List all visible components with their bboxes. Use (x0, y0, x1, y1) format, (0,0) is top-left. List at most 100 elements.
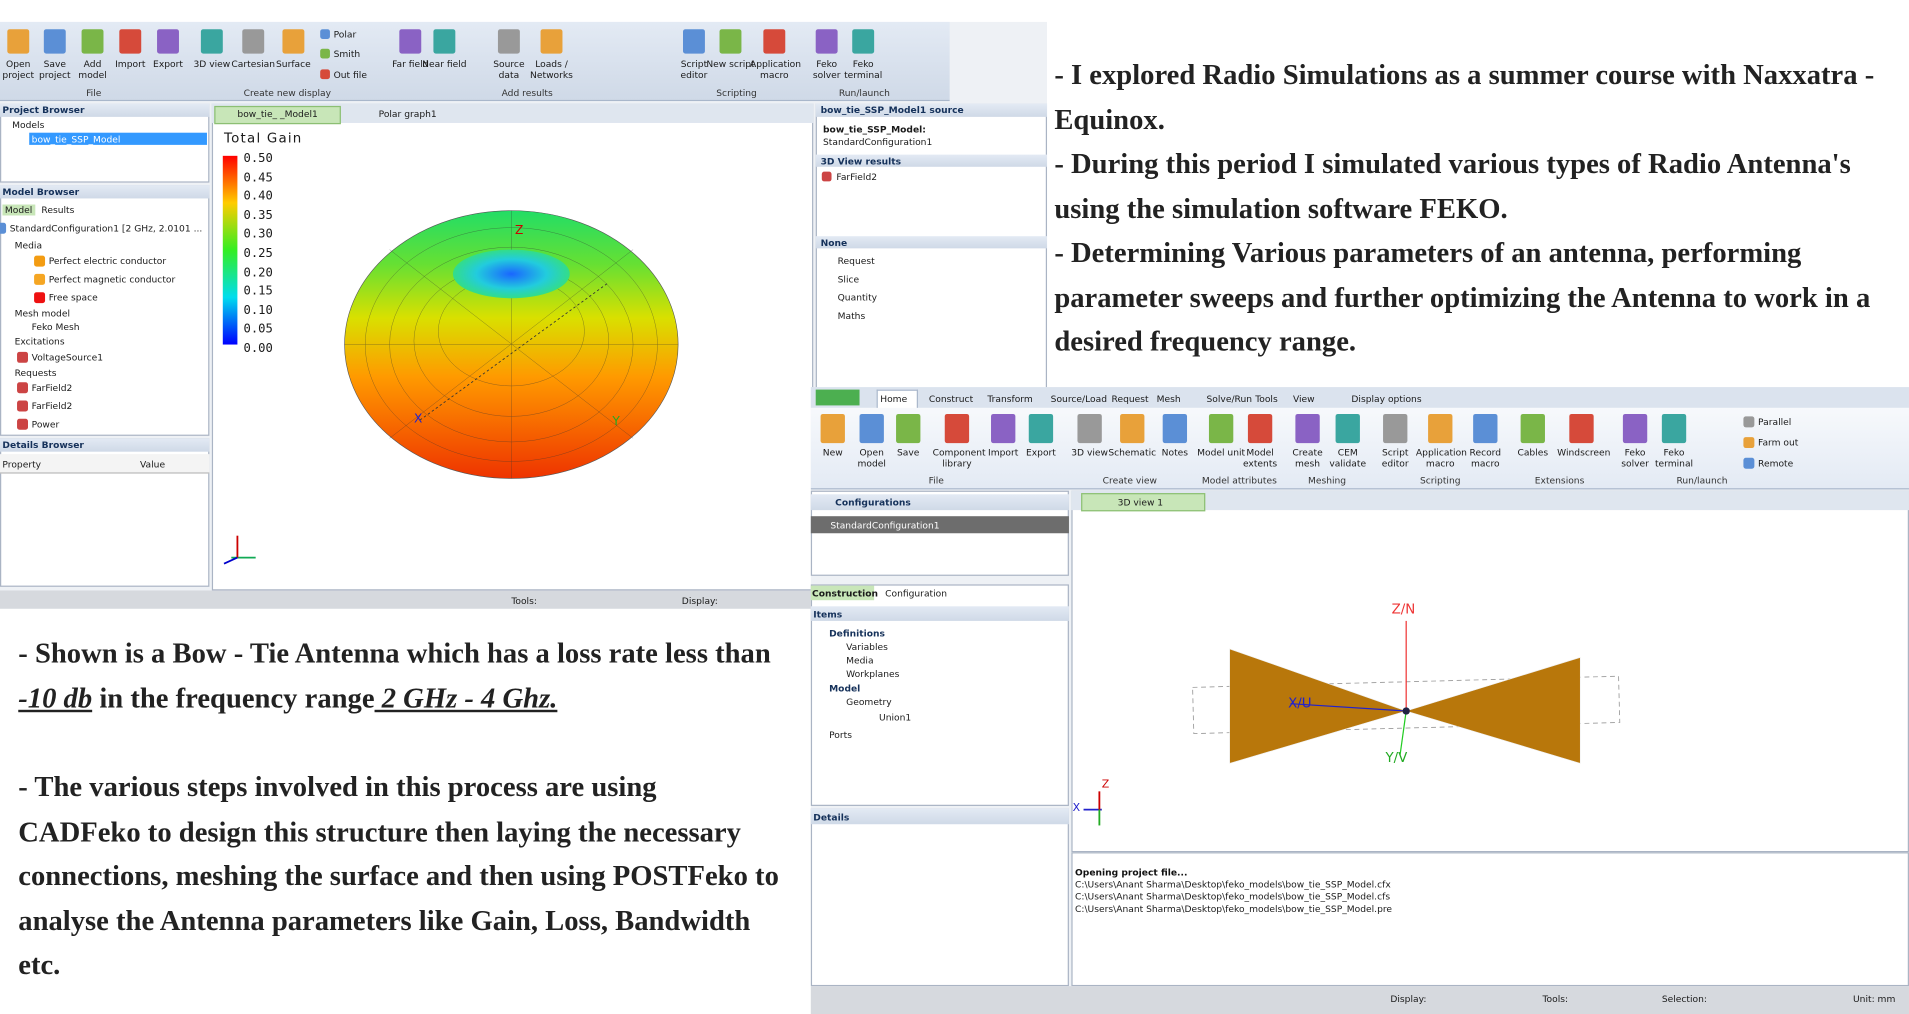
icon (320, 69, 330, 80)
tree-item: Perfect magnetic conductor (48, 273, 176, 285)
ribbon-button[interactable]: Windscreen (1557, 446, 1611, 458)
app-button[interactable] (815, 389, 860, 406)
ribbon-button[interactable]: Remote (1758, 457, 1794, 469)
ribbon-button[interactable]: Surface (276, 58, 311, 70)
ribbon-button[interactable]: Import (988, 446, 1019, 458)
ribbon-button[interactable]: Cartesian (231, 58, 276, 70)
ribbon-button[interactable]: Feko terminal (1654, 446, 1694, 469)
ribbon-button[interactable]: Schematic (1108, 446, 1157, 458)
ribbon-tab[interactable]: Tools (1255, 393, 1278, 405)
ribbon-button[interactable]: New script (706, 58, 755, 70)
ribbon-button[interactable]: Smith (333, 48, 361, 60)
ribbon-tab[interactable]: Construct (928, 393, 974, 405)
axis-label: X (1072, 802, 1081, 815)
colorbar (222, 155, 238, 345)
icon (820, 413, 845, 444)
ribbon-button[interactable]: Component library (932, 446, 986, 469)
ribbon-tab[interactable]: Transform (987, 393, 1033, 405)
icon (17, 351, 29, 363)
ribbon-button[interactable]: Record macro (1469, 446, 1502, 469)
icon (1743, 416, 1755, 428)
ribbon-button[interactable]: Loads / Networks (530, 58, 573, 81)
ribbon-button[interactable]: Create mesh (1292, 446, 1323, 469)
ribbon-button[interactable]: 3D view (193, 58, 231, 70)
ribbon-tab[interactable]: Display options (1351, 393, 1422, 405)
ribbon-button[interactable]: Export (1025, 446, 1056, 458)
ribbon-button[interactable]: Out file (333, 69, 367, 81)
tree-item: Models (12, 119, 45, 131)
active-ribbon-tab[interactable] (876, 389, 918, 410)
active-tab (810, 585, 875, 601)
icon (17, 400, 29, 412)
filter-item: Request (837, 255, 875, 267)
ribbon-button[interactable]: Source data (493, 58, 525, 81)
icon (7, 29, 30, 54)
panel-tab[interactable]: Construction (812, 588, 879, 599)
legend-label: 0.10 (243, 304, 273, 318)
status-bar (0, 590, 814, 609)
ribbon-button[interactable]: Application macro (749, 58, 801, 81)
selected-row (810, 516, 1069, 534)
ribbon-button[interactable]: New (822, 446, 843, 458)
ribbon-button[interactable]: Feko solver (1621, 446, 1649, 469)
ribbon-tab[interactable]: Mesh (1156, 393, 1181, 405)
ribbon-button[interactable]: Notes (1161, 446, 1189, 458)
ribbon-button[interactable]: Polar (333, 29, 357, 41)
ribbon-tab[interactable]: Request (1111, 393, 1149, 405)
icon (119, 29, 142, 54)
legend-label: 0.25 (243, 247, 273, 261)
ribbon-button[interactable]: Feko terminal (844, 58, 883, 81)
icon (282, 29, 305, 54)
ribbon-button[interactable]: Parallel (1758, 416, 1792, 428)
ribbon-button[interactable]: 3D view (1071, 446, 1109, 458)
panel-tab[interactable]: Configuration (885, 588, 948, 599)
ribbon-button[interactable]: Near field (422, 58, 467, 70)
ribbon-button[interactable]: Add model (78, 58, 107, 81)
ribbon-button[interactable]: Script editor (680, 58, 708, 81)
icon (81, 29, 104, 54)
active-tab (214, 105, 341, 125)
ribbon-tab[interactable]: Source/Load (1050, 393, 1108, 405)
tree-item: Media (14, 239, 43, 251)
filter-item: Maths (837, 310, 866, 322)
ribbon-button[interactable]: Far field (392, 58, 429, 70)
ribbon-button[interactable]: Model extents (1242, 446, 1278, 469)
ribbon-button[interactable]: Open model (857, 446, 886, 469)
ribbon-tab[interactable]: View (1292, 393, 1315, 405)
status-label: Display: (1390, 993, 1427, 1005)
panel-tab[interactable]: Results (41, 204, 75, 216)
ribbon-button[interactable]: Save (897, 446, 920, 458)
legend-label: 0.05 (243, 323, 273, 337)
ribbon-tab[interactable]: Home (880, 393, 908, 405)
ribbon-button[interactable]: Script editor (1381, 446, 1409, 469)
ribbon-button[interactable]: Open project (2, 58, 35, 81)
panel-header (0, 185, 210, 199)
axis-line (1290, 703, 1407, 712)
icon (1028, 413, 1054, 444)
ribbon-group: File (928, 474, 944, 486)
ribbon-button[interactable]: Import (115, 58, 146, 70)
icon (991, 413, 1016, 444)
tree-item: Ports (829, 729, 852, 741)
view-tab[interactable]: bow_tie_ _Model1 (237, 108, 318, 120)
panel-header (0, 438, 210, 452)
ribbon-button[interactable]: Application macro (1415, 446, 1467, 469)
panel-tab[interactable]: Model (2, 204, 35, 216)
ribbon-button[interactable]: CEM validate (1329, 446, 1367, 469)
tree-item: Free space (48, 292, 98, 304)
ribbon-button[interactable]: Farm out (1758, 437, 1799, 449)
icon (433, 29, 456, 54)
ribbon-button[interactable]: Save project (38, 58, 71, 81)
ribbon-button[interactable]: Model unit (1197, 446, 1246, 458)
ribbon-button[interactable]: Cables (1517, 446, 1549, 458)
bowtie-arm (1229, 648, 1408, 764)
tree-item: StandardConfiguration1 [2 GHz, 2.0101 ..… (9, 222, 203, 234)
icon (1428, 413, 1453, 444)
ribbon-tab[interactable]: Solve/Run (1206, 393, 1253, 405)
view-tab[interactable]: Polar graph1 (378, 108, 437, 120)
panel-title: Details (813, 812, 850, 824)
view-tab[interactable]: 3D view 1 (1117, 496, 1164, 508)
ribbon-button[interactable]: Export (153, 58, 183, 70)
ribbon-button[interactable]: Feko solver (812, 58, 841, 81)
